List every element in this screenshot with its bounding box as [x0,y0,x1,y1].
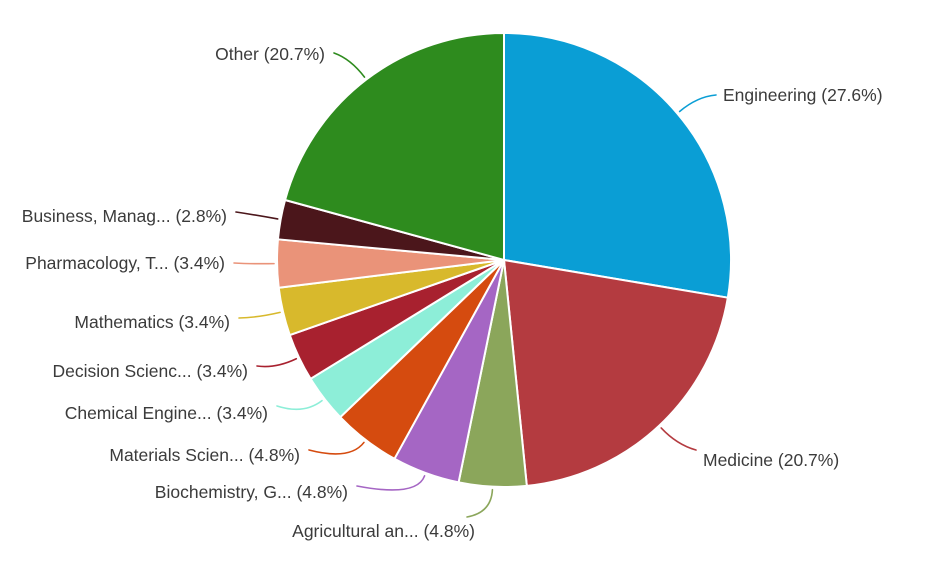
leader-line-engineering [678,94,717,113]
pie-slice-engineering[interactable] [503,32,733,299]
slice-label-medicine: Medicine (20.7%) [703,450,839,470]
leader-line-materials-scien [308,441,365,455]
leader-line-other [333,52,366,78]
slice-label-decision-scienc: Decision Scienc... (3.4%) [53,361,249,381]
leader-line-chemical-engine [276,399,323,411]
leader-line-agricultural-an [466,488,494,518]
slice-label-engineering: Engineering (27.6%) [723,85,883,105]
pie-slice-medicine[interactable] [503,259,729,487]
leader-line-pharmacology-t [233,262,275,265]
slice-label-agricultural-an: Agricultural an... (4.8%) [292,521,475,541]
slice-label-business-manag: Business, Manag... (2.8%) [22,206,227,226]
leader-line-mathematics [238,311,281,319]
slice-label-other: Other (20.7%) [215,44,325,64]
slice-label-biochemistry-g: Biochemistry, G... (4.8%) [155,482,348,502]
leader-line-business-manag [235,211,279,220]
leader-line-decision-scienc [256,357,298,368]
slice-label-chemical-engine: Chemical Engine... (3.4%) [65,403,268,423]
slice-label-mathematics: Mathematics (3.4%) [74,312,230,332]
slice-label-pharmacology-t: Pharmacology, T... (3.4%) [25,253,225,273]
slice-label-materials-scien: Materials Scien... (4.8%) [109,445,300,465]
pie-slice-other[interactable] [284,32,505,261]
leader-line-medicine [660,427,697,451]
leader-line-biochemistry-g [356,475,426,491]
